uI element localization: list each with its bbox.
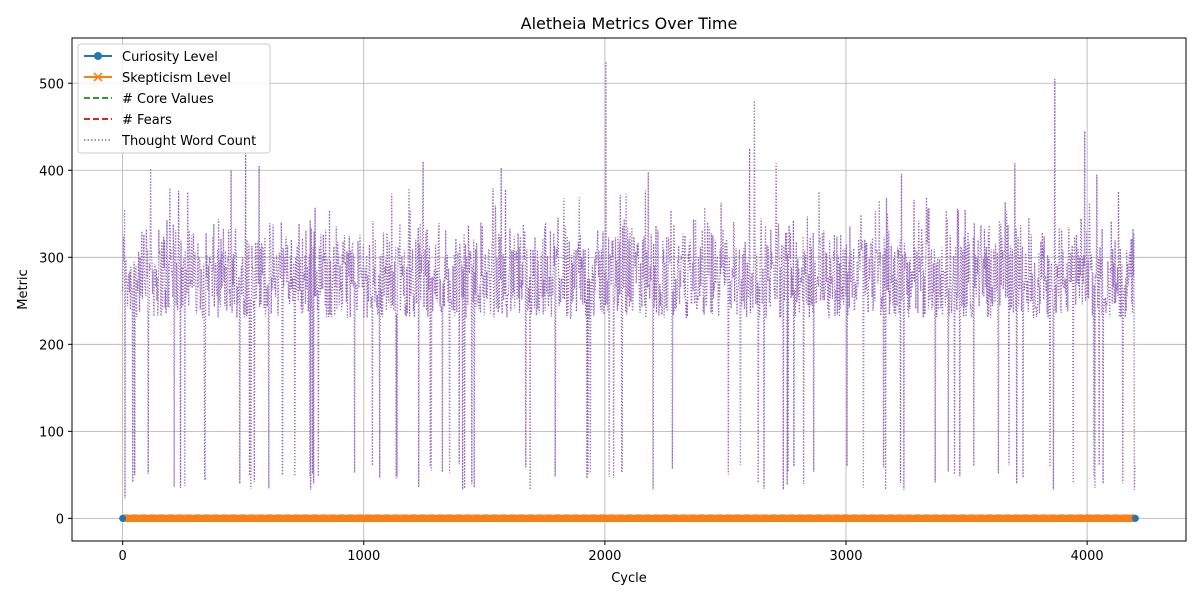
x-tick-label: 3000 <box>829 549 862 564</box>
thought-word-count-line <box>121 61 1137 499</box>
legend: Curiosity Level Skepticism Level # Core Va… <box>77 43 271 154</box>
curiosity-end-marker <box>1131 514 1139 522</box>
series-layer <box>119 61 1139 522</box>
y-tick-label: 300 <box>39 251 64 266</box>
ticks: 0 1000 2000 3000 4000 0 100 200 300 400 500 <box>39 77 1104 564</box>
legend-label: Curiosity Level <box>122 50 218 65</box>
legend-label: Thought Word Count <box>121 134 256 149</box>
chart-title: Aletheia Metrics Over Time <box>521 14 738 33</box>
plot-frame <box>71 37 1187 542</box>
legend-label: # Fears <box>122 113 172 128</box>
x-axis-title: Cycle <box>611 571 647 586</box>
legend-marker-circle <box>94 52 102 60</box>
x-tick-label: 2000 <box>588 549 621 564</box>
curiosity-end-marker <box>119 514 127 522</box>
y-tick-label: 0 <box>56 512 64 527</box>
y-axis-title: Metric <box>16 269 31 309</box>
y-tick-label: 200 <box>39 338 64 353</box>
legend-box <box>77 43 271 154</box>
x-tick-label: 1000 <box>347 549 380 564</box>
x-tick-label: 0 <box>118 549 126 564</box>
y-tick-label: 400 <box>39 164 64 179</box>
x-tick-label: 4000 <box>1071 549 1104 564</box>
legend-label: Skepticism Level <box>122 71 231 86</box>
y-tick-label: 500 <box>39 77 64 92</box>
legend-label: # Core Values <box>122 92 214 107</box>
y-tick-label: 100 <box>39 425 64 440</box>
legend-marker-x <box>93 72 103 82</box>
